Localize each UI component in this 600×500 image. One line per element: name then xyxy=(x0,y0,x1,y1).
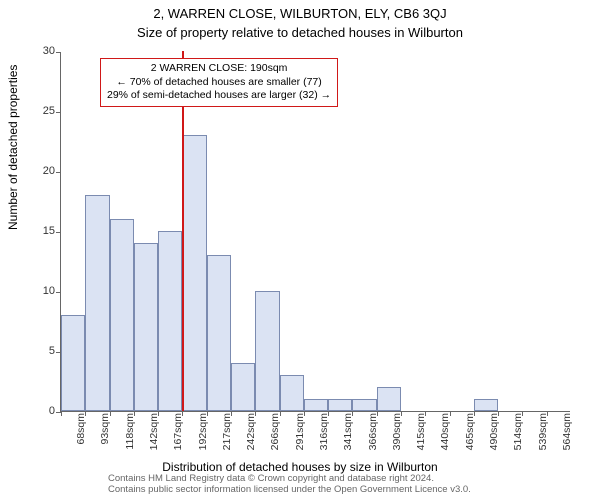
x-tick-label: 217sqm xyxy=(221,413,233,457)
x-tick-label: 192sqm xyxy=(197,413,209,457)
histogram-bar xyxy=(231,363,255,411)
page-title-1: 2, WARREN CLOSE, WILBURTON, ELY, CB6 3QJ xyxy=(0,0,600,21)
x-tick-mark xyxy=(85,411,86,416)
page-title-2: Size of property relative to detached ho… xyxy=(0,21,600,40)
x-tick-mark xyxy=(377,411,378,416)
x-tick-mark xyxy=(522,411,523,416)
histogram-bar xyxy=(134,243,158,411)
x-tick-label: 465sqm xyxy=(464,413,476,457)
histogram-bar xyxy=(207,255,231,411)
x-tick-label: 68sqm xyxy=(75,413,87,457)
x-tick-label: 440sqm xyxy=(439,413,451,457)
y-tick-mark xyxy=(56,52,61,53)
y-tick-mark xyxy=(56,172,61,173)
x-axis-label: Distribution of detached houses by size … xyxy=(0,460,600,474)
y-tick-label: 20 xyxy=(23,165,55,177)
x-tick-label: 242sqm xyxy=(245,413,257,457)
y-tick-mark xyxy=(56,232,61,233)
y-tick-label: 5 xyxy=(23,345,55,357)
x-tick-label: 167sqm xyxy=(172,413,184,457)
x-tick-label: 142sqm xyxy=(148,413,160,457)
x-tick-label: 490sqm xyxy=(488,413,500,457)
histogram-bar xyxy=(255,291,279,411)
histogram-bar xyxy=(474,399,498,411)
histogram-bar xyxy=(61,315,85,411)
x-tick-mark xyxy=(255,411,256,416)
y-tick-label: 0 xyxy=(23,405,55,417)
x-tick-mark xyxy=(61,411,62,416)
x-tick-mark xyxy=(474,411,475,416)
x-tick-label: 341sqm xyxy=(342,413,354,457)
histogram-bar xyxy=(328,399,352,411)
x-tick-mark xyxy=(547,411,548,416)
chart-area: 05101520253068sqm93sqm118sqm142sqm167sqm… xyxy=(60,52,570,412)
x-tick-label: 564sqm xyxy=(561,413,573,457)
x-tick-label: 291sqm xyxy=(294,413,306,457)
histogram-bar xyxy=(280,375,304,411)
y-tick-label: 25 xyxy=(23,105,55,117)
y-tick-mark xyxy=(56,292,61,293)
histogram-bar xyxy=(377,387,401,411)
y-axis-label: Number of detached properties xyxy=(6,65,20,230)
histogram-bar xyxy=(110,219,134,411)
x-tick-mark xyxy=(498,411,499,416)
x-tick-mark xyxy=(352,411,353,416)
x-tick-mark xyxy=(450,411,451,416)
x-tick-label: 266sqm xyxy=(269,413,281,457)
x-tick-label: 118sqm xyxy=(124,413,136,457)
annotation-box: 2 WARREN CLOSE: 190sqm← 70% of detached … xyxy=(100,58,338,107)
x-tick-mark xyxy=(158,411,159,416)
x-tick-label: 539sqm xyxy=(537,413,549,457)
y-tick-mark xyxy=(56,112,61,113)
x-tick-mark xyxy=(280,411,281,416)
footer-line-2: Contains public sector information licen… xyxy=(108,485,471,496)
x-tick-mark xyxy=(304,411,305,416)
x-tick-mark xyxy=(425,411,426,416)
x-tick-mark xyxy=(328,411,329,416)
y-tick-label: 15 xyxy=(23,225,55,237)
histogram-bar xyxy=(304,399,328,411)
footer-attribution: Contains HM Land Registry data © Crown c… xyxy=(108,474,471,496)
x-tick-label: 390sqm xyxy=(391,413,403,457)
histogram-bar xyxy=(85,195,109,411)
annotation-line: 29% of semi-detached houses are larger (… xyxy=(107,89,331,103)
x-tick-label: 415sqm xyxy=(415,413,427,457)
y-tick-label: 10 xyxy=(23,285,55,297)
x-tick-mark xyxy=(401,411,402,416)
x-tick-label: 93sqm xyxy=(99,413,111,457)
x-tick-mark xyxy=(231,411,232,416)
histogram-bar xyxy=(352,399,376,411)
x-tick-label: 316sqm xyxy=(318,413,330,457)
histogram-bar xyxy=(182,135,206,411)
annotation-line: 2 WARREN CLOSE: 190sqm xyxy=(107,62,331,76)
chart-container: 2, WARREN CLOSE, WILBURTON, ELY, CB6 3QJ… xyxy=(0,0,600,500)
x-tick-mark xyxy=(110,411,111,416)
x-tick-label: 514sqm xyxy=(512,413,524,457)
annotation-line: ← 70% of detached houses are smaller (77… xyxy=(107,76,331,90)
histogram-bar xyxy=(158,231,182,411)
x-tick-label: 366sqm xyxy=(367,413,379,457)
x-tick-mark xyxy=(182,411,183,416)
x-tick-mark xyxy=(134,411,135,416)
y-tick-label: 30 xyxy=(23,45,55,57)
x-tick-mark xyxy=(207,411,208,416)
